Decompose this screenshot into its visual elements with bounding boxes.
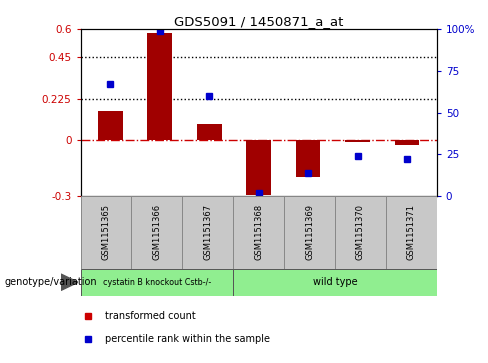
Text: GSM1151365: GSM1151365 bbox=[102, 204, 110, 260]
Text: GSM1151371: GSM1151371 bbox=[407, 204, 416, 260]
Bar bbox=[386, 196, 437, 269]
Bar bbox=[183, 196, 233, 269]
Text: wild type: wild type bbox=[313, 277, 357, 287]
Bar bbox=[335, 196, 386, 269]
Bar bbox=[395, 140, 420, 145]
Bar bbox=[296, 140, 321, 178]
Bar bbox=[284, 196, 335, 269]
Bar bbox=[81, 196, 131, 269]
Title: GDS5091 / 1450871_a_at: GDS5091 / 1450871_a_at bbox=[174, 15, 344, 28]
Text: transformed count: transformed count bbox=[105, 311, 196, 321]
Text: GSM1151366: GSM1151366 bbox=[152, 204, 162, 260]
Bar bbox=[81, 269, 233, 296]
Text: percentile rank within the sample: percentile rank within the sample bbox=[105, 334, 270, 344]
Text: cystatin B knockout Cstb-/-: cystatin B knockout Cstb-/- bbox=[103, 278, 211, 287]
Text: GSM1151370: GSM1151370 bbox=[356, 204, 365, 260]
Bar bbox=[197, 124, 222, 140]
Text: GSM1151367: GSM1151367 bbox=[203, 204, 212, 260]
Bar bbox=[233, 196, 284, 269]
Text: genotype/variation: genotype/variation bbox=[5, 277, 98, 287]
Bar bbox=[98, 111, 122, 140]
Bar bbox=[233, 269, 437, 296]
Bar bbox=[147, 33, 172, 140]
Text: GSM1151369: GSM1151369 bbox=[305, 204, 314, 260]
Text: GSM1151368: GSM1151368 bbox=[254, 204, 263, 260]
Bar bbox=[345, 140, 370, 142]
Bar bbox=[246, 140, 271, 195]
Bar bbox=[131, 196, 183, 269]
Polygon shape bbox=[61, 274, 78, 290]
